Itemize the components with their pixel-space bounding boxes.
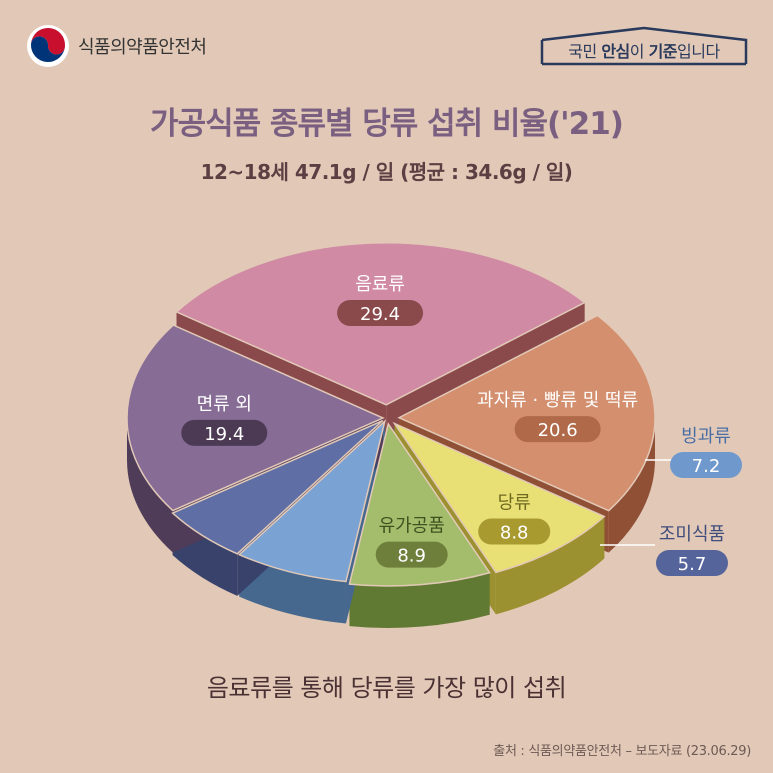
- slogan-frame-icon: [540, 26, 748, 66]
- slice-0-value: 29.4: [360, 304, 400, 325]
- slice-1-value-badge: [514, 416, 601, 443]
- slice-6-label: 면류 외: [197, 394, 252, 415]
- chart-caption: 음료류를 통해 당류를 가장 많이 섭취: [206, 674, 567, 702]
- slogan: 국민 안심이 기준입니다: [540, 26, 748, 66]
- chart-subtitle: 12~18세 47.1g / 일 (평균 : 34.6g / 일): [200, 160, 573, 184]
- slice-3-value: 8.9: [397, 546, 426, 567]
- slice-5-label: 조미식품: [659, 524, 725, 545]
- slice-1-top: [397, 314, 656, 512]
- slice-1-value: 20.6: [538, 420, 578, 441]
- source-note: 출처 : 식품의약품안전처 – 보도자료 (23.06.29): [493, 744, 751, 759]
- slice-5-value: 5.7: [678, 554, 707, 575]
- slice-0-value-badge: [337, 299, 424, 326]
- slice-5-top: [171, 419, 384, 555]
- pie-labels: 음료류 29.4 과자류 · 빵류 및 떡류 20.6 당류 8.8 유가공품 8.9 빙과류 7…: [181, 274, 742, 576]
- slice-4-label: 빙과류: [681, 426, 731, 447]
- slice-3-value-badge: [375, 541, 448, 568]
- slice-2-value-badge: [478, 518, 551, 545]
- slogan-part-4: 기준: [648, 42, 678, 61]
- slice-4-value: 7.2: [692, 456, 721, 477]
- slice-6-value: 19.4: [204, 424, 244, 445]
- slice-2-label: 당류: [498, 493, 531, 514]
- slice-6-value-badge: [181, 419, 268, 446]
- slice-2-top: [392, 421, 606, 574]
- slogan-part-2: 안심: [601, 42, 630, 61]
- slice-4-top: [237, 419, 387, 583]
- slogan-text: 국민 안심이 기준입니다: [540, 38, 748, 62]
- slogan-part-5: 입니다: [677, 42, 720, 61]
- slogan-part-1: 국민: [568, 42, 602, 61]
- slice-5-value-badge: [656, 550, 728, 576]
- slice-0-label: 음료류: [355, 274, 405, 295]
- slice-6-top: [126, 324, 385, 512]
- slice-1-label: 과자류 · 빵류 및 떡류: [477, 390, 638, 411]
- slice-2-value: 8.8: [500, 523, 529, 544]
- taegeuk-emblem-icon: [27, 25, 69, 67]
- chart-title: 가공식품 종류별 당류 섭취 비율('21): [150, 106, 624, 142]
- slice-4-value-badge: [670, 452, 742, 478]
- org-name: 식품의약품안전처: [78, 37, 207, 58]
- government-logo: 식품의약품안전처: [26, 24, 207, 68]
- slice-3-label: 유가공품: [379, 516, 445, 537]
- slogan-part-3: 이: [629, 42, 649, 61]
